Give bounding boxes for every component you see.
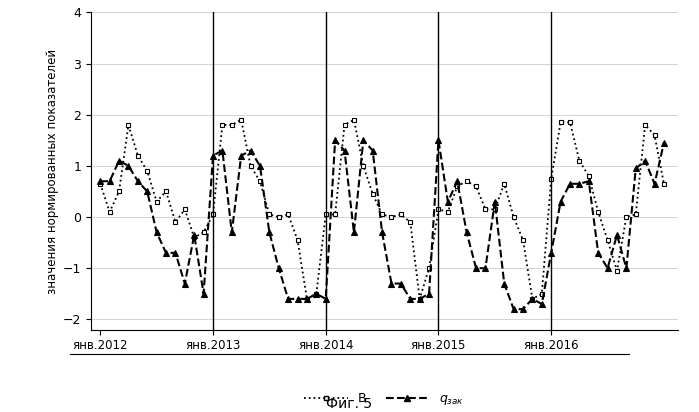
В <box>209 212 217 217</box>
Y-axis label: значения нормированных показателей: значения нормированных показателей <box>45 49 59 293</box>
$q_{зак}$ <box>444 199 452 204</box>
В <box>453 184 461 189</box>
$q_{зак}$ <box>603 266 612 271</box>
$q_{зак}$ <box>406 296 415 301</box>
Line: $q_{зак}$: $q_{зак}$ <box>97 138 667 312</box>
В <box>303 296 311 301</box>
$q_{зак}$ <box>209 153 217 158</box>
$q_{зак}$ <box>228 230 236 235</box>
Text: Фиг. 5: Фиг. 5 <box>326 397 373 411</box>
В <box>237 117 245 122</box>
$q_{зак}$ <box>510 307 518 311</box>
$q_{зак}$ <box>331 138 339 143</box>
$q_{зак}$ <box>96 179 104 184</box>
Line: В: В <box>98 117 666 301</box>
Legend: В, $q_{зак}$: В, $q_{зак}$ <box>299 387 470 412</box>
В <box>603 238 612 243</box>
В <box>312 291 321 296</box>
$q_{зак}$ <box>660 140 668 145</box>
В <box>96 181 104 186</box>
В <box>660 181 668 186</box>
В <box>228 122 236 127</box>
$q_{зак}$ <box>294 296 302 301</box>
В <box>415 296 424 301</box>
